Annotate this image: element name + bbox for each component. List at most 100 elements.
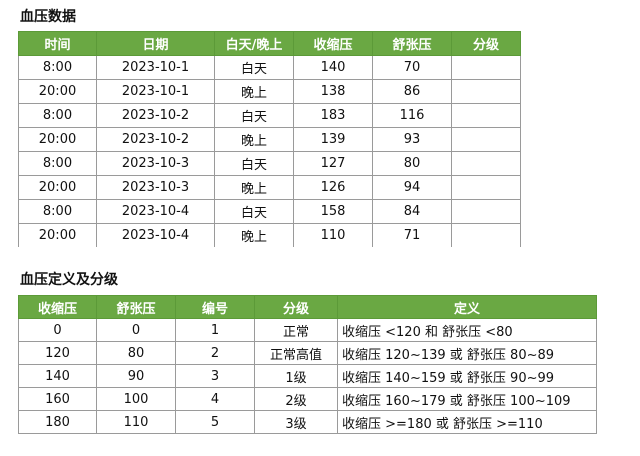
cell-time[interactable]: 8:00 xyxy=(18,55,97,80)
table-row: 140 90 3 1级 收缩压 140~159 或 舒张压 90~99 xyxy=(18,364,597,388)
cell-systolic[interactable]: 140 xyxy=(18,364,97,388)
cell-systolic[interactable]: 126 xyxy=(293,175,373,200)
cell-grade[interactable] xyxy=(451,199,521,224)
cell-number[interactable]: 1 xyxy=(175,318,255,342)
cell-grade[interactable]: 3级 xyxy=(254,410,338,434)
cell-definition[interactable]: 收缩压 160~179 或 舒张压 100~109 xyxy=(337,387,597,411)
blood-pressure-data-table: 时间 日期 白天/晚上 收缩压 舒张压 分级 8:00 2023-10-1 白天… xyxy=(18,31,521,247)
cell-date[interactable]: 2023-10-2 xyxy=(96,127,215,152)
cell-day-night[interactable]: 晚上 xyxy=(214,175,294,200)
cell-number[interactable]: 2 xyxy=(175,341,255,365)
cell-diastolic[interactable]: 94 xyxy=(372,175,452,200)
cell-systolic[interactable]: 127 xyxy=(293,151,373,176)
cell-grade[interactable] xyxy=(451,127,521,152)
cell-grade[interactable] xyxy=(451,151,521,176)
cell-diastolic[interactable]: 90 xyxy=(96,364,176,388)
cell-diastolic[interactable]: 0 xyxy=(96,318,176,342)
cell-diastolic[interactable]: 70 xyxy=(372,55,452,80)
header-number[interactable]: 编号 xyxy=(175,295,255,319)
cell-grade[interactable] xyxy=(451,223,521,247)
cell-number[interactable]: 5 xyxy=(175,410,255,434)
header-diastolic[interactable]: 舒张压 xyxy=(96,295,176,319)
cell-definition[interactable]: 收缩压 140~159 或 舒张压 90~99 xyxy=(337,364,597,388)
table-row: 8:00 2023-10-3 白天 127 80 xyxy=(18,151,521,176)
cell-time[interactable]: 20:00 xyxy=(18,175,97,200)
cell-diastolic[interactable]: 110 xyxy=(96,410,176,434)
blood-pressure-data-title: 血压数据 xyxy=(20,9,76,25)
table-row: 20:00 2023-10-3 晚上 126 94 xyxy=(18,175,521,200)
cell-date[interactable]: 2023-10-3 xyxy=(96,175,215,200)
cell-systolic[interactable]: 158 xyxy=(293,199,373,224)
table-row: 20:00 2023-10-1 晚上 138 86 xyxy=(18,79,521,104)
cell-date[interactable]: 2023-10-1 xyxy=(96,55,215,80)
header-systolic[interactable]: 收缩压 xyxy=(293,31,373,56)
cell-number[interactable]: 3 xyxy=(175,364,255,388)
table-row: 8:00 2023-10-1 白天 140 70 xyxy=(18,55,521,80)
cell-time[interactable]: 20:00 xyxy=(18,79,97,104)
cell-date[interactable]: 2023-10-4 xyxy=(96,223,215,247)
cell-day-night[interactable]: 白天 xyxy=(214,151,294,176)
table-row: 160 100 4 2级 收缩压 160~179 或 舒张压 100~109 xyxy=(18,387,597,411)
header-definition[interactable]: 定义 xyxy=(337,295,597,319)
cell-systolic[interactable]: 180 xyxy=(18,410,97,434)
cell-grade[interactable]: 正常 xyxy=(254,318,338,342)
cell-diastolic[interactable]: 80 xyxy=(372,151,452,176)
cell-definition[interactable]: 收缩压 <120 和 舒张压 <80 xyxy=(337,318,597,342)
cell-date[interactable]: 2023-10-2 xyxy=(96,103,215,128)
cell-time[interactable]: 8:00 xyxy=(18,151,97,176)
cell-diastolic[interactable]: 93 xyxy=(372,127,452,152)
header-systolic[interactable]: 收缩压 xyxy=(18,295,97,319)
header-date[interactable]: 日期 xyxy=(96,31,215,56)
cell-day-night[interactable]: 白天 xyxy=(214,103,294,128)
header-diastolic[interactable]: 舒张压 xyxy=(372,31,452,56)
bp-definition-grading-table: 收缩压 舒张压 编号 分级 定义 0 0 1 正常 收缩压 <120 和 舒张压… xyxy=(18,295,597,434)
header-day-night[interactable]: 白天/晚上 xyxy=(214,31,294,56)
cell-systolic[interactable]: 110 xyxy=(293,223,373,247)
table-header-row: 时间 日期 白天/晚上 收缩压 舒张压 分级 xyxy=(18,31,521,56)
cell-systolic[interactable]: 138 xyxy=(293,79,373,104)
cell-systolic[interactable]: 120 xyxy=(18,341,97,365)
cell-definition[interactable]: 收缩压 >=180 或 舒张压 >=110 xyxy=(337,410,597,434)
table-row: 0 0 1 正常 收缩压 <120 和 舒张压 <80 xyxy=(18,318,597,342)
cell-grade[interactable] xyxy=(451,55,521,80)
cell-grade[interactable] xyxy=(451,103,521,128)
cell-date[interactable]: 2023-10-4 xyxy=(96,199,215,224)
header-time[interactable]: 时间 xyxy=(18,31,97,56)
table-row: 8:00 2023-10-4 白天 158 84 xyxy=(18,199,521,224)
table-row: 20:00 2023-10-2 晚上 139 93 xyxy=(18,127,521,152)
cell-grade[interactable] xyxy=(451,79,521,104)
cell-grade[interactable] xyxy=(451,175,521,200)
cell-grade[interactable]: 1级 xyxy=(254,364,338,388)
cell-day-night[interactable]: 白天 xyxy=(214,55,294,80)
cell-date[interactable]: 2023-10-1 xyxy=(96,79,215,104)
cell-time[interactable]: 20:00 xyxy=(18,127,97,152)
cell-diastolic[interactable]: 71 xyxy=(372,223,452,247)
cell-date[interactable]: 2023-10-3 xyxy=(96,151,215,176)
cell-diastolic[interactable]: 84 xyxy=(372,199,452,224)
cell-systolic[interactable]: 183 xyxy=(293,103,373,128)
cell-definition[interactable]: 收缩压 120~139 或 舒张压 80~89 xyxy=(337,341,597,365)
cell-time[interactable]: 8:00 xyxy=(18,103,97,128)
cell-day-night[interactable]: 晚上 xyxy=(214,79,294,104)
cell-time[interactable]: 8:00 xyxy=(18,199,97,224)
cell-systolic[interactable]: 140 xyxy=(293,55,373,80)
cell-diastolic[interactable]: 86 xyxy=(372,79,452,104)
cell-grade[interactable]: 正常高值 xyxy=(254,341,338,365)
cell-day-night[interactable]: 晚上 xyxy=(214,223,294,247)
header-grade[interactable]: 分级 xyxy=(254,295,338,319)
table-row: 20:00 2023-10-4 晚上 110 71 xyxy=(18,223,521,247)
cell-systolic[interactable]: 160 xyxy=(18,387,97,411)
cell-systolic[interactable]: 139 xyxy=(293,127,373,152)
cell-diastolic[interactable]: 80 xyxy=(96,341,176,365)
cell-day-night[interactable]: 白天 xyxy=(214,199,294,224)
cell-number[interactable]: 4 xyxy=(175,387,255,411)
table-header-row: 收缩压 舒张压 编号 分级 定义 xyxy=(18,295,597,319)
cell-day-night[interactable]: 晚上 xyxy=(214,127,294,152)
cell-systolic[interactable]: 0 xyxy=(18,318,97,342)
header-grade[interactable]: 分级 xyxy=(451,31,521,56)
cell-grade[interactable]: 2级 xyxy=(254,387,338,411)
cell-time[interactable]: 20:00 xyxy=(18,223,97,247)
cell-diastolic[interactable]: 100 xyxy=(96,387,176,411)
cell-diastolic[interactable]: 116 xyxy=(372,103,452,128)
